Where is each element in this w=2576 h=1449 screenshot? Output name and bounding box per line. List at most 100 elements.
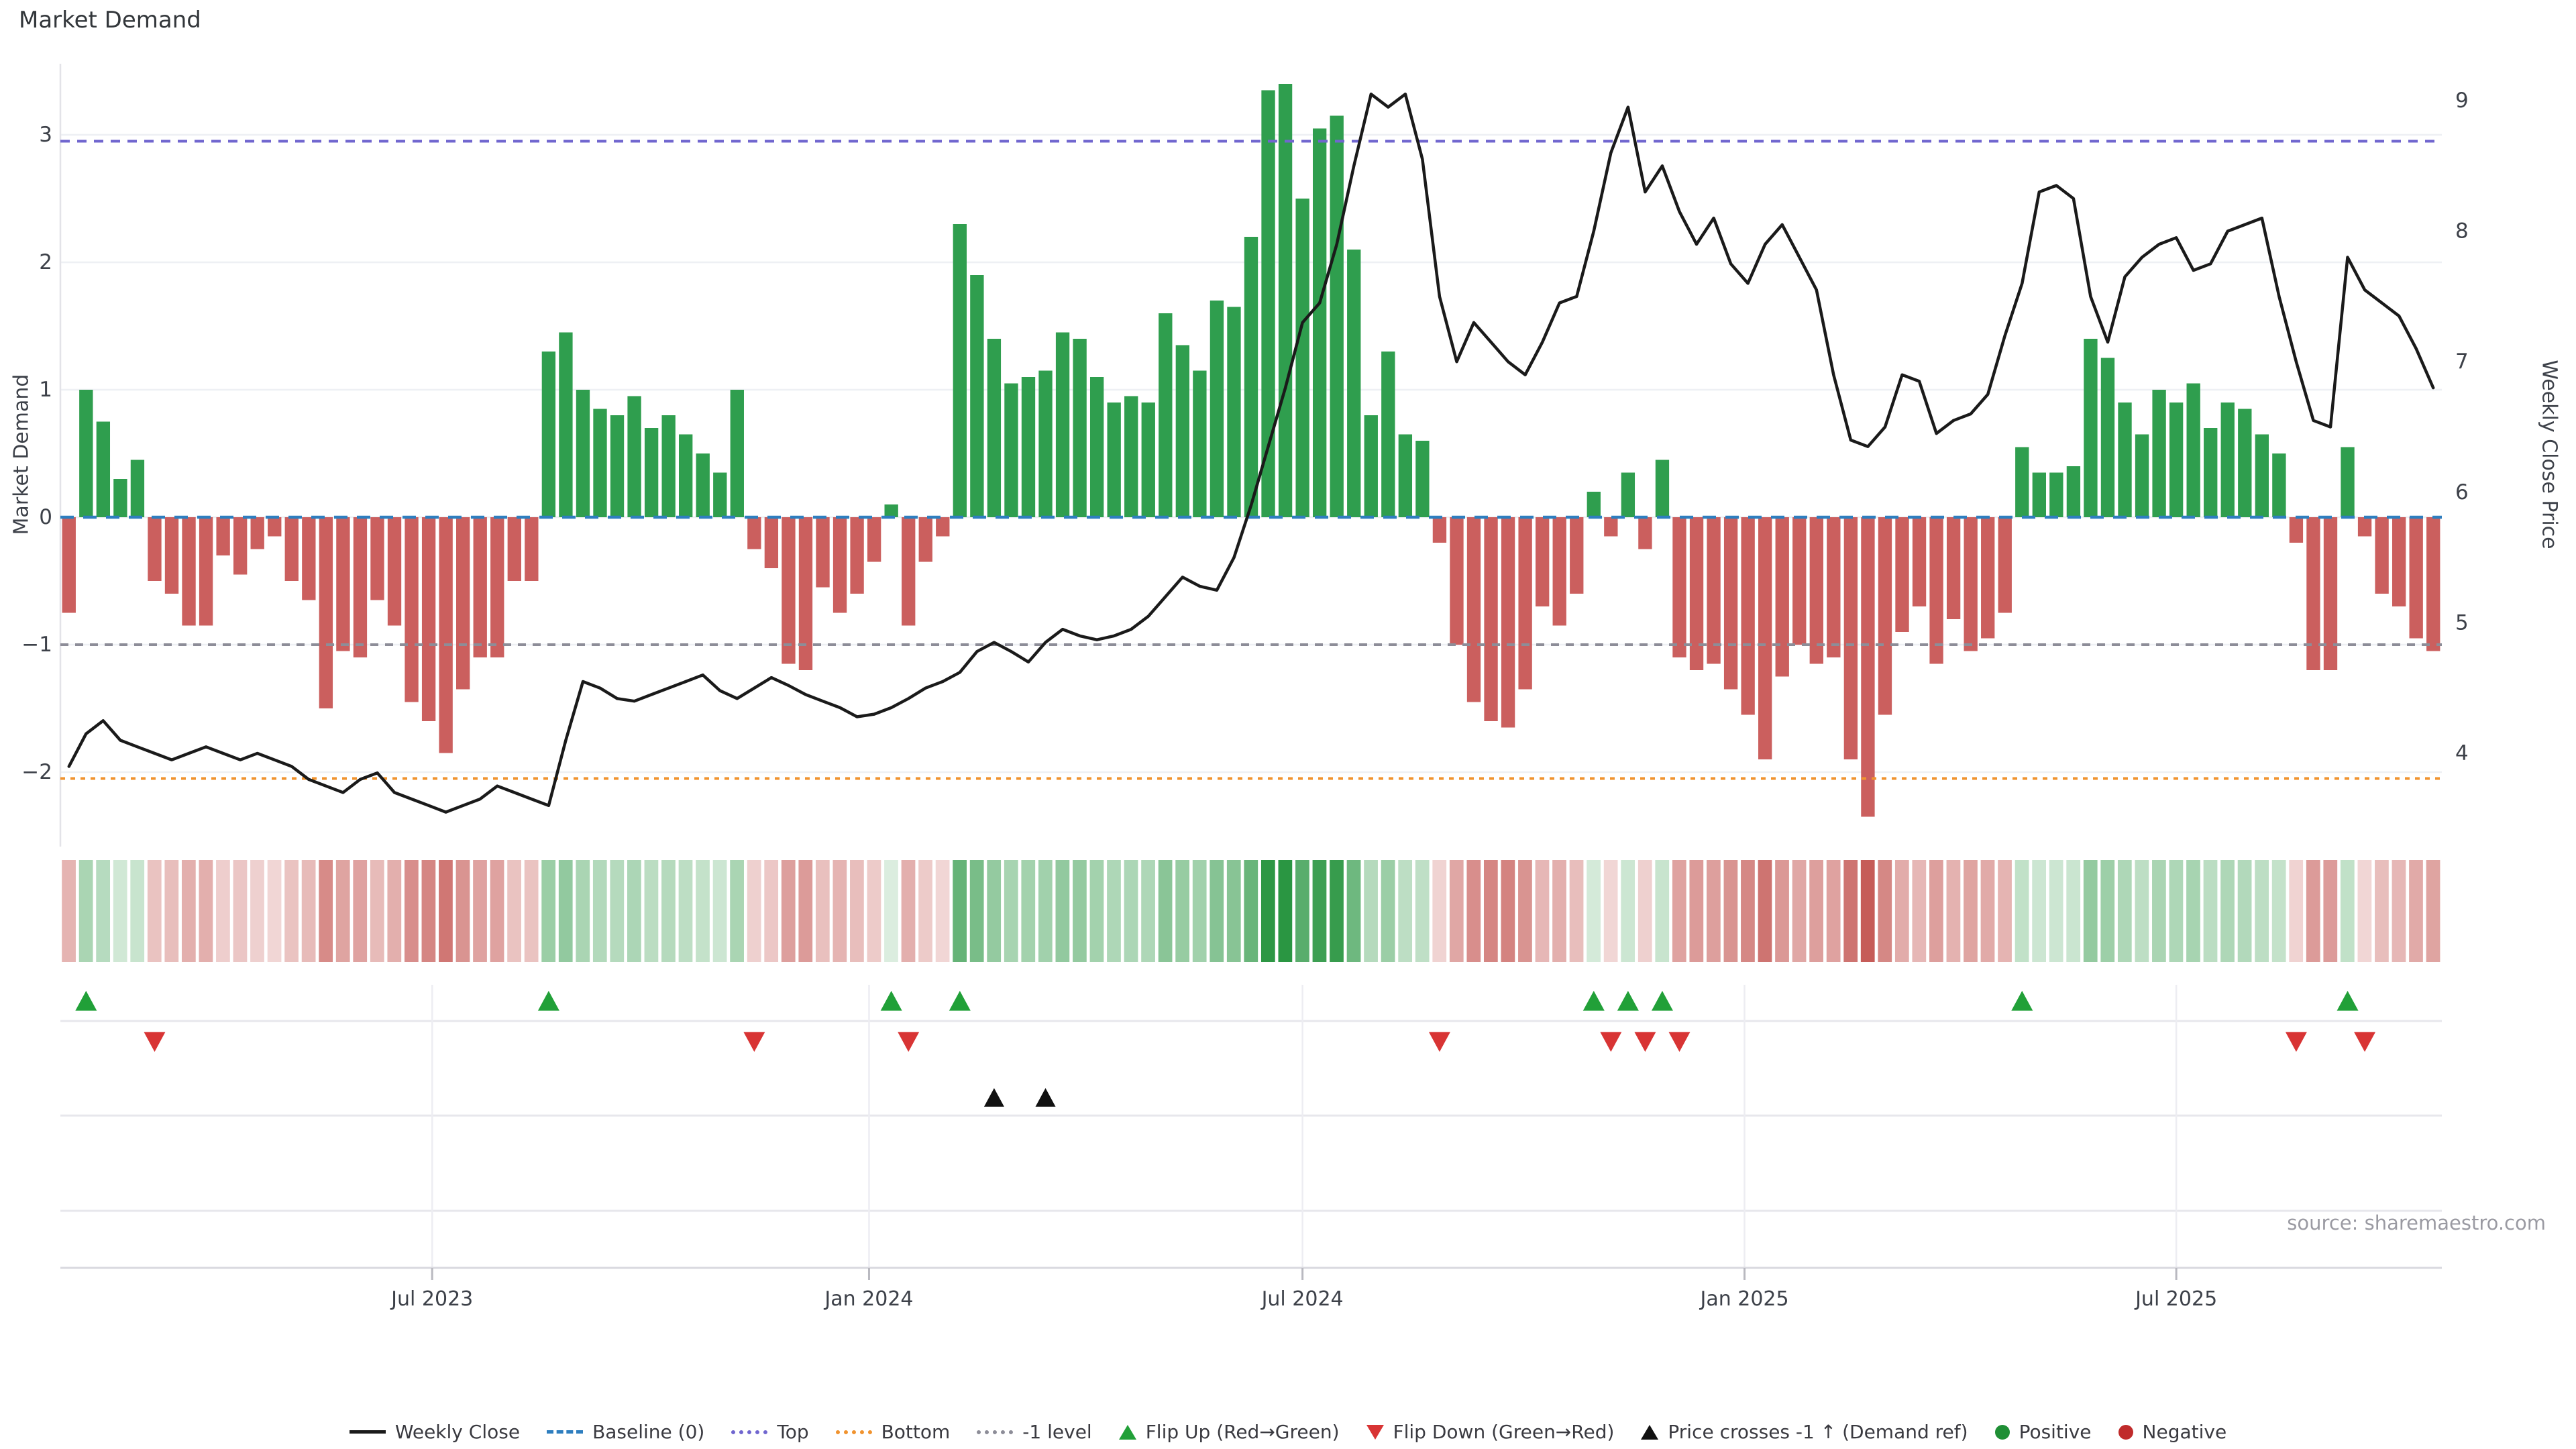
heatmap-cell <box>1381 860 1395 962</box>
demand-bar <box>902 517 916 626</box>
demand-bar <box>1843 517 1858 759</box>
heatmap-cell <box>1260 860 1275 962</box>
circle-green-icon <box>1994 1424 2010 1440</box>
legend-item-label: Baseline (0) <box>592 1421 705 1443</box>
demand-bar <box>1484 517 1498 721</box>
left-axis-tick-label: 0 <box>39 505 52 529</box>
demand-bar <box>2323 517 2338 670</box>
demand-bar <box>2204 428 2218 517</box>
demand-bar <box>1004 383 1018 517</box>
heatmap-cell <box>2135 860 2149 962</box>
heatmap-cell <box>815 860 830 962</box>
heatmap-cell <box>1141 860 1155 962</box>
demand-bar <box>1741 517 1755 715</box>
demand-bar <box>1861 517 1875 817</box>
demand-bar <box>644 428 659 517</box>
heatmap-cell <box>2169 860 2184 962</box>
demand-bar <box>1707 517 1721 664</box>
demand-bar <box>1415 441 1430 517</box>
demand-bar <box>1552 517 1566 626</box>
heatmap-cell <box>1723 860 1738 962</box>
heatmap-cell <box>1929 860 1943 962</box>
legend-item-label: Flip Up (Red→Green) <box>1145 1421 1340 1443</box>
heatmap-cell <box>1638 860 1652 962</box>
heatmap-cell <box>1192 860 1207 962</box>
demand-bar <box>747 517 761 549</box>
reference-lines <box>60 140 2442 780</box>
heatmap-cell <box>1980 860 1995 962</box>
heatmap-cell <box>2015 860 2029 962</box>
heatmap-cell <box>781 860 796 962</box>
heatmap-cell <box>524 860 539 962</box>
flip-up-marker-icon <box>1582 991 1605 1011</box>
flip-down-marker-icon <box>898 1032 920 1052</box>
demand-bar <box>336 517 350 651</box>
x-axis-tick-label: Jul 2023 <box>390 1287 473 1311</box>
right-axis-title: Weekly Close Price <box>2537 360 2561 549</box>
legend-item: -1 level <box>977 1421 1092 1443</box>
heatmap-cell <box>1364 860 1378 962</box>
heatmap-cell <box>610 860 625 962</box>
heatmap-cell <box>2237 860 2252 962</box>
demand-bar <box>1073 339 1087 517</box>
demand-bar <box>1689 517 1704 670</box>
triangle-up-green-icon <box>1118 1424 1136 1440</box>
flip-up-marker-icon <box>2011 991 2033 1011</box>
demand-bar <box>1672 517 1686 657</box>
x-axis-tick-label: Jul 2024 <box>1260 1287 1344 1311</box>
heatmap-cell <box>2375 860 2389 962</box>
heatmap-cell <box>592 860 607 962</box>
legend-item: Weekly Close <box>349 1421 520 1443</box>
demand-bar <box>1244 237 1258 517</box>
heatmap-cell <box>1073 860 1087 962</box>
demand-bar <box>696 453 710 517</box>
flip-down-marker-icon <box>1600 1032 1622 1052</box>
demand-bar <box>661 415 676 517</box>
demand-bar <box>1089 377 1104 517</box>
right-axis-tick-label: 5 <box>2455 610 2469 635</box>
heatmap-cell <box>130 860 145 962</box>
page-title: Market Demand <box>19 7 201 34</box>
legend-item: Positive <box>1994 1421 2092 1443</box>
demand-bar <box>1981 517 1995 639</box>
demand-bar <box>1141 402 1155 517</box>
demand-bar <box>1261 90 1275 517</box>
heatmap-cell <box>541 860 556 962</box>
heatmap-cell <box>96 860 111 962</box>
demand-bar <box>2066 466 2081 517</box>
heatmap-cell <box>2271 860 2286 962</box>
heatmap-cell <box>1295 860 1309 962</box>
heatmap-cell <box>1330 860 1344 962</box>
heatmap-cell <box>1518 860 1532 962</box>
heatmap-cell <box>1655 860 1670 962</box>
heatmap-cell <box>1346 860 1361 962</box>
heatmap-cell <box>1603 860 1618 962</box>
price-cross-marker-icon <box>983 1088 1004 1107</box>
demand-bar <box>1655 460 1670 517</box>
heatmap-cell <box>884 860 898 962</box>
demand-bar <box>421 517 436 721</box>
heatmap-strip <box>62 860 2440 962</box>
demand-bar <box>867 517 881 562</box>
demand-bar <box>1946 517 1961 619</box>
legend-item: Flip Up (Red→Green) <box>1118 1421 1340 1443</box>
heatmap-cell <box>901 860 916 962</box>
left-axis-tick-label: −2 <box>21 760 52 784</box>
demand-bar <box>1587 492 1601 517</box>
demand-bar <box>1021 377 1036 517</box>
heatmap-cell <box>181 860 196 962</box>
demand-bar <box>456 517 470 690</box>
demand-bar <box>62 517 76 613</box>
demand-bar <box>541 352 556 517</box>
demand-bar <box>559 332 573 517</box>
heatmap-cell <box>455 860 470 962</box>
flip-down-marker-icon <box>144 1032 166 1052</box>
demand-bar <box>850 517 864 594</box>
heatmap-cell <box>987 860 1002 962</box>
demand-bar <box>302 517 316 600</box>
demand-bar <box>507 517 521 581</box>
demand-bar <box>1381 352 1395 517</box>
demand-bar <box>148 517 162 581</box>
demand-bar <box>113 479 127 517</box>
heatmap-cell <box>250 860 264 962</box>
